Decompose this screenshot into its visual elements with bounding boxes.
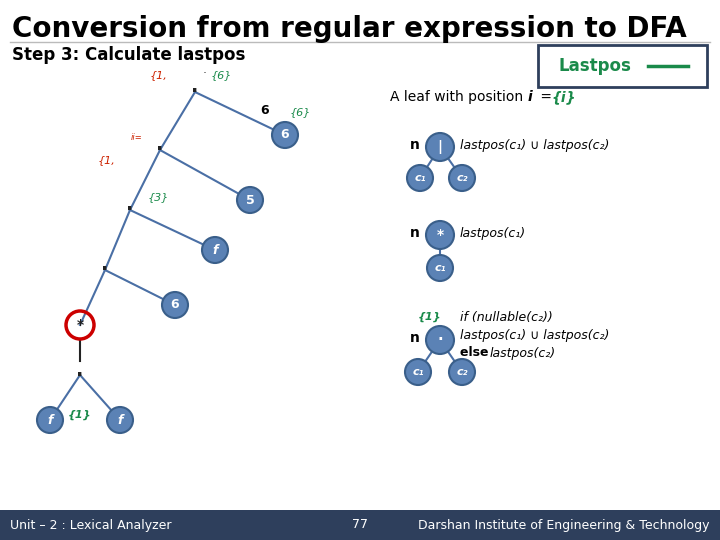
Circle shape xyxy=(426,133,454,161)
Text: {6}: {6} xyxy=(290,107,311,117)
Text: n: n xyxy=(410,226,420,240)
Text: lastpos(c₁): lastpos(c₁) xyxy=(460,226,526,240)
Circle shape xyxy=(449,165,475,191)
Circle shape xyxy=(449,359,475,385)
Text: A leaf with position: A leaf with position xyxy=(390,90,528,104)
Text: *: * xyxy=(76,318,84,332)
Text: if (nullable(c₂)): if (nullable(c₂)) xyxy=(460,312,553,325)
Text: {1,: {1, xyxy=(149,70,167,80)
Text: c₁: c₁ xyxy=(434,263,446,273)
Text: c₂: c₂ xyxy=(456,173,468,183)
Circle shape xyxy=(202,237,228,263)
Text: Unit – 2 : Lexical Analyzer: Unit – 2 : Lexical Analyzer xyxy=(10,518,171,531)
Text: n: n xyxy=(410,331,420,345)
Text: Darshan Institute of Engineering & Technology: Darshan Institute of Engineering & Techn… xyxy=(418,518,710,531)
Text: f: f xyxy=(117,414,122,427)
Circle shape xyxy=(426,326,454,354)
Text: f: f xyxy=(212,244,217,256)
Text: =: = xyxy=(536,90,557,104)
Text: c₂: c₂ xyxy=(456,367,468,377)
Text: 77: 77 xyxy=(352,518,368,531)
Text: ·: · xyxy=(192,83,199,102)
Text: {1}: {1} xyxy=(418,312,442,322)
Text: Conversion from regular expression to DFA: Conversion from regular expression to DF… xyxy=(12,15,687,43)
Text: Lastpos: Lastpos xyxy=(558,57,631,75)
Text: 5: 5 xyxy=(246,193,254,206)
Text: f: f xyxy=(48,414,53,427)
Text: lastpos(c₁) ∪ lastpos(c₂): lastpos(c₁) ∪ lastpos(c₂) xyxy=(460,138,609,152)
Text: ·: · xyxy=(156,140,163,159)
Text: c₁: c₁ xyxy=(413,367,424,377)
Circle shape xyxy=(37,407,63,433)
Bar xyxy=(0,510,720,540)
Text: c₁: c₁ xyxy=(414,173,426,183)
Text: i: i xyxy=(528,90,533,104)
Text: ii=: ii= xyxy=(130,133,142,142)
Text: |: | xyxy=(438,140,443,154)
Text: 6: 6 xyxy=(171,299,179,312)
Text: {1,: {1, xyxy=(97,155,115,165)
Text: {3}: {3} xyxy=(148,192,169,202)
Circle shape xyxy=(426,221,454,249)
Text: {6}: {6} xyxy=(211,70,233,80)
Text: {i}: {i} xyxy=(552,90,577,104)
Circle shape xyxy=(407,165,433,191)
Text: ·: · xyxy=(203,67,207,80)
Text: ·: · xyxy=(437,333,443,348)
Circle shape xyxy=(162,292,188,318)
Text: ·: · xyxy=(102,260,109,280)
Text: lastpos(c₁) ∪ lastpos(c₂): lastpos(c₁) ∪ lastpos(c₂) xyxy=(460,328,609,341)
Circle shape xyxy=(107,407,133,433)
Text: Step 3: Calculate lastpos: Step 3: Calculate lastpos xyxy=(12,46,246,64)
Text: ·: · xyxy=(126,200,134,219)
Text: n: n xyxy=(410,138,420,152)
Text: lastpos(c₂): lastpos(c₂) xyxy=(490,347,556,360)
Text: {1}: {1} xyxy=(68,410,91,420)
Text: ·: · xyxy=(76,366,84,384)
Text: else: else xyxy=(460,347,493,360)
Circle shape xyxy=(237,187,263,213)
Text: 6: 6 xyxy=(261,104,269,117)
Text: *: * xyxy=(436,228,444,242)
Text: 6: 6 xyxy=(281,129,289,141)
Circle shape xyxy=(272,122,298,148)
Circle shape xyxy=(427,255,453,281)
Circle shape xyxy=(405,359,431,385)
FancyBboxPatch shape xyxy=(538,45,707,87)
